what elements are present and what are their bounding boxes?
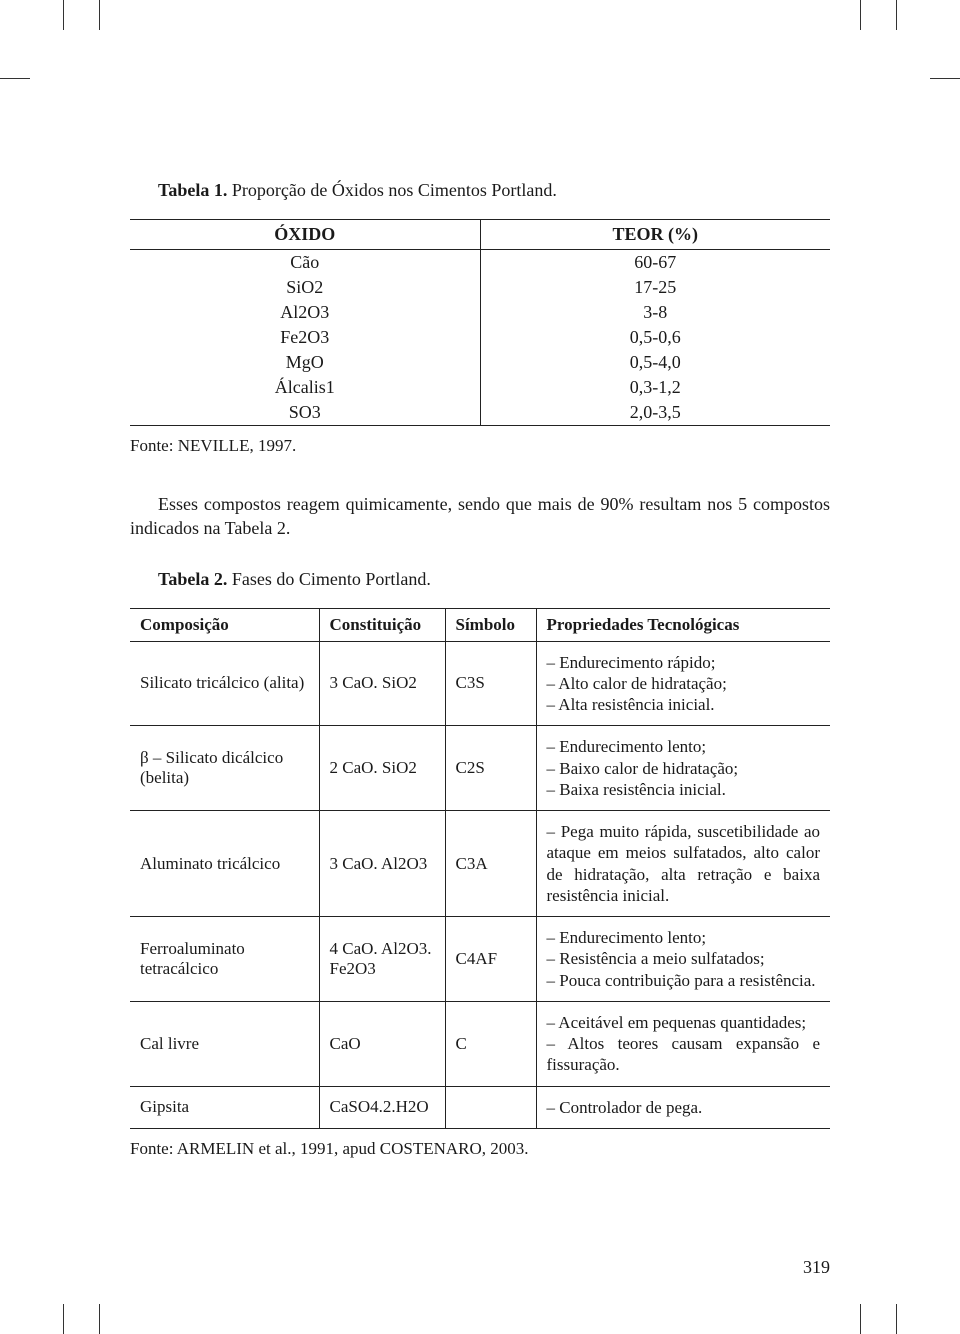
table2-cell: CaO	[319, 1001, 445, 1086]
table2-cell: CaSO4.2.H2O	[319, 1086, 445, 1128]
crop-mark	[860, 0, 861, 30]
table2-cell: β – Silicato dicálcico (belita)	[130, 726, 319, 811]
crop-mark	[99, 1304, 100, 1334]
table2-cell: C2S	[445, 726, 536, 811]
crop-mark	[860, 1304, 861, 1334]
table1-cell: 60-67	[480, 250, 830, 276]
table2-cell: 4 CaO. Al2O3. Fe2O3	[319, 917, 445, 1002]
crop-mark	[930, 78, 960, 79]
table1-row: Al2O33-8	[130, 300, 830, 325]
table1-cell: SO3	[130, 400, 480, 426]
table2-row: GipsitaCaSO4.2.H2O – Controlador de pega.	[130, 1086, 830, 1128]
table1-row: Fe2O30,5-0,6	[130, 325, 830, 350]
table1-caption: Tabela 1. Proporção de Óxidos nos Ciment…	[130, 180, 830, 201]
table1-cell: 0,5-0,6	[480, 325, 830, 350]
crop-mark	[896, 0, 897, 30]
table1-header-teor: TEOR (%)	[480, 220, 830, 250]
table2-title-text: Fases do Cimento Portland.	[227, 569, 431, 589]
table2-cell: Gipsita	[130, 1086, 319, 1128]
table2-cell: – Endurecimento lento; – Baixo calor de …	[536, 726, 830, 811]
table2-cell: C3S	[445, 641, 536, 726]
page-content: Tabela 1. Proporção de Óxidos nos Ciment…	[0, 0, 960, 1219]
table2-cell: – Pega muito rápida, suscetibilidade ao …	[536, 811, 830, 917]
table1-cell: Fe2O3	[130, 325, 480, 350]
page-number: 319	[803, 1257, 830, 1278]
table1-row: Álcalis10,3-1,2	[130, 375, 830, 400]
table2-header-composicao: Composição	[130, 608, 319, 641]
table2-header-row: Composição Constituição Símbolo Propried…	[130, 608, 830, 641]
table2-cell: – Endurecimento lento; – Resistência a m…	[536, 917, 830, 1002]
crop-mark	[63, 0, 64, 30]
table1-cell: 17-25	[480, 275, 830, 300]
table1-cell: Al2O3	[130, 300, 480, 325]
table1-row: SO32,0-3,5	[130, 400, 830, 426]
table1-row: MgO0,5-4,0	[130, 350, 830, 375]
table2-header-constituicao: Constituição	[319, 608, 445, 641]
crop-mark	[99, 0, 100, 30]
table2-cell: 2 CaO. SiO2	[319, 726, 445, 811]
table1-source: Fonte: NEVILLE, 1997.	[130, 436, 830, 456]
table1-row: SiO217-25	[130, 275, 830, 300]
table2-cell: C	[445, 1001, 536, 1086]
table2-cell: Ferroaluminato tetracálcico	[130, 917, 319, 1002]
paragraph: Esses compostos reagem quimicamente, sen…	[130, 492, 830, 541]
table2-source: Fonte: ARMELIN et al., 1991, apud COSTEN…	[130, 1139, 830, 1159]
table1-title-text: Proporção de Óxidos nos Cimentos Portlan…	[227, 180, 556, 200]
table1-cell: MgO	[130, 350, 480, 375]
table1: ÓXIDO TEOR (%) Cão60-67SiO217-25Al2O33-8…	[130, 219, 830, 426]
table2-row: Cal livreCaOC– Aceitável em pequenas qua…	[130, 1001, 830, 1086]
crop-mark	[896, 1304, 897, 1334]
table2-label: Tabela 2.	[158, 569, 227, 589]
table2-cell: Silicato tricálcico (alita)	[130, 641, 319, 726]
crop-mark	[63, 1304, 64, 1334]
table2-cell: 3 CaO. Al2O3	[319, 811, 445, 917]
table2-cell: C3A	[445, 811, 536, 917]
table1-label: Tabela 1.	[158, 180, 227, 200]
table2-cell: – Endurecimento rápido; – Alto calor de …	[536, 641, 830, 726]
table2: Composição Constituição Símbolo Propried…	[130, 608, 830, 1129]
table2-cell: – Aceitável em pequenas quantidades; – A…	[536, 1001, 830, 1086]
table1-cell: SiO2	[130, 275, 480, 300]
table1-cell: 3-8	[480, 300, 830, 325]
table1-cell: Cão	[130, 250, 480, 276]
table2-header-simbolo: Símbolo	[445, 608, 536, 641]
table2-caption: Tabela 2. Fases do Cimento Portland.	[130, 569, 830, 590]
table2-row: Ferroaluminato tetracálcico4 CaO. Al2O3.…	[130, 917, 830, 1002]
table2-cell: Cal livre	[130, 1001, 319, 1086]
table1-cell: 0,5-4,0	[480, 350, 830, 375]
table2-cell	[445, 1086, 536, 1128]
table2-cell: – Controlador de pega.	[536, 1086, 830, 1128]
table2-cell: C4AF	[445, 917, 536, 1002]
table1-cell: 0,3-1,2	[480, 375, 830, 400]
table2-row: Aluminato tricálcico3 CaO. Al2O3C3A– Peg…	[130, 811, 830, 917]
table2-cell: Aluminato tricálcico	[130, 811, 319, 917]
table2-cell: 3 CaO. SiO2	[319, 641, 445, 726]
table1-cell: 2,0-3,5	[480, 400, 830, 426]
table1-header-oxido: ÓXIDO	[130, 220, 480, 250]
table1-row: Cão60-67	[130, 250, 830, 276]
table2-row: Silicato tricálcico (alita)3 CaO. SiO2C3…	[130, 641, 830, 726]
table2-row: β – Silicato dicálcico (belita)2 CaO. Si…	[130, 726, 830, 811]
crop-mark	[0, 78, 30, 79]
table2-header-propriedades: Propriedades Tecnológicas	[536, 608, 830, 641]
table1-header-row: ÓXIDO TEOR (%)	[130, 220, 830, 250]
table1-cell: Álcalis1	[130, 375, 480, 400]
